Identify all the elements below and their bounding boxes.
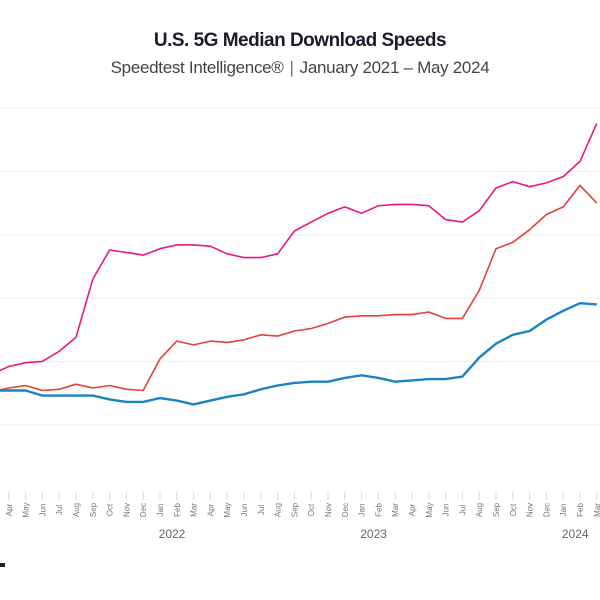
x-tick-label: Jun — [38, 504, 47, 517]
x-tick-label: Jul — [55, 505, 64, 515]
x-tick-label: May — [425, 502, 434, 517]
x-tick-label: Dec — [139, 503, 148, 517]
x-tick-label: Jan — [559, 504, 568, 517]
x-tick-label: Aug — [475, 503, 484, 517]
x-tick-label: Nov — [324, 503, 333, 517]
x-tick-label: Oct — [307, 503, 316, 516]
subtitle-period: January 2021 – May 2024 — [299, 58, 490, 77]
x-tick-label: Feb — [173, 503, 182, 517]
x-tick-label: May — [223, 502, 232, 517]
x-tick-label: Oct — [106, 503, 115, 516]
legend-swatch-fragment — [0, 563, 5, 567]
year-label: 2024 — [562, 527, 589, 541]
x-tick-label: Nov — [526, 503, 535, 517]
x-tick-label: Nov — [122, 503, 131, 517]
x-tick-label: Jun — [442, 504, 451, 517]
chart-subtitle: Speedtest Intelligence® | January 2021 – M… — [0, 58, 600, 78]
x-tick-label: Aug — [72, 503, 81, 517]
x-tick-label: Dec — [542, 503, 551, 517]
x-axis: Apr May Jun Jul Aug Sep Oct Nov Dec Jan Feb Mar Apr M… — [5, 492, 600, 541]
year-label: 2023 — [360, 527, 387, 541]
x-tick-label: Sep — [290, 502, 299, 517]
x-tick-label: Aug — [274, 503, 283, 517]
x-tick-label: Sep — [89, 502, 98, 517]
x-tick-label: Jan — [156, 504, 165, 517]
x-tick-label: Oct — [509, 503, 518, 516]
x-tick-label: Jan — [358, 504, 367, 517]
x-tick-label: Feb — [374, 503, 383, 517]
x-tick-label: Jun — [240, 504, 249, 517]
x-tick-label: Apr — [206, 503, 215, 516]
year-label: 2022 — [159, 527, 186, 541]
gridlines — [0, 107, 600, 426]
x-tick-label: Sep — [492, 502, 501, 517]
subtitle-separator: | — [289, 58, 294, 77]
x-tick-label: Jul — [257, 505, 266, 515]
series-line-2 — [0, 184, 598, 392]
x-tick-label: Dec — [341, 503, 350, 517]
x-tick-label: May — [22, 502, 31, 517]
x-tick-label: Mar — [190, 503, 199, 517]
x-tick-label: Apr — [5, 503, 14, 516]
x-tick-label: Jul — [458, 505, 467, 515]
x-tick-label: Apr — [408, 503, 417, 516]
chart-title: U.S. 5G Median Download Speeds — [153, 30, 447, 51]
x-tick-label: Mar — [391, 503, 400, 517]
x-tick-label: Mar — [593, 503, 600, 517]
series-line-3 — [0, 302, 597, 406]
x-tick-label: Feb — [576, 503, 585, 517]
series-lines — [0, 123, 598, 406]
subtitle-source: Speedtest Intelligence® — [110, 58, 284, 77]
